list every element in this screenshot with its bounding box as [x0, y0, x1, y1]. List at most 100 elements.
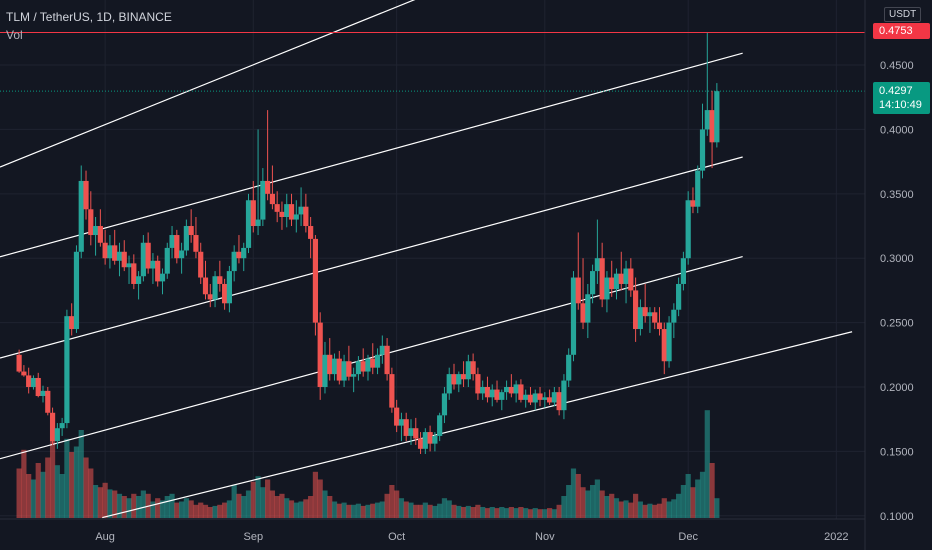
- candle-body: [231, 251, 237, 272]
- volume-bar: [140, 490, 146, 518]
- candle-body: [308, 226, 314, 239]
- candle: [417, 432, 424, 454]
- volume-bar: [661, 498, 667, 518]
- volume-bar: [226, 500, 232, 518]
- candle-body: [217, 276, 223, 284]
- candle: [150, 253, 156, 284]
- x-tick-label: Oct: [388, 531, 405, 543]
- candle-body: [336, 358, 342, 381]
- candle-body: [188, 226, 194, 236]
- volume-bar: [604, 496, 610, 518]
- candle: [537, 386, 543, 407]
- candle: [594, 219, 600, 284]
- candle: [64, 309, 70, 429]
- symbol-title[interactable]: TLM / TetherUS, 1D, BINANCE: [6, 10, 172, 24]
- candle-body: [570, 277, 577, 355]
- volume-bar: [589, 485, 596, 518]
- volume-bar: [446, 500, 452, 518]
- candle-body: [226, 271, 232, 304]
- candle-body: [556, 392, 562, 411]
- volume-bar: [456, 505, 462, 518]
- candle: [217, 260, 223, 292]
- candle: [135, 271, 142, 300]
- volume-indicator-label[interactable]: Vol: [6, 28, 23, 42]
- candle: [637, 299, 643, 336]
- channel-lines-layer: [0, 0, 865, 519]
- candle: [207, 283, 213, 308]
- volume-bar: [642, 504, 648, 518]
- channel-line: [0, 255, 743, 460]
- volume-bar: [518, 507, 524, 518]
- candle-body: [604, 277, 610, 300]
- volume-bar: [384, 493, 390, 518]
- volume-bar: [30, 479, 37, 518]
- candle-body: [489, 389, 495, 398]
- volume-bar: [499, 507, 505, 518]
- volume-bar: [437, 503, 443, 518]
- currency-badge[interactable]: USDT: [884, 7, 922, 22]
- candle-body: [116, 251, 123, 261]
- volume-bar: [575, 474, 581, 518]
- x-tick-label: Dec: [678, 531, 698, 543]
- candle: [92, 217, 99, 256]
- volume-bar: [365, 504, 371, 518]
- candle-body: [126, 263, 132, 268]
- volume-bar: [351, 504, 357, 518]
- volume-bar: [513, 508, 519, 518]
- candle-body: [661, 329, 667, 362]
- volume-bar: [49, 441, 56, 518]
- candle-body: [437, 415, 443, 436]
- candle: [422, 428, 428, 454]
- candle: [236, 235, 242, 264]
- candle-body: [45, 390, 51, 413]
- candle-body: [394, 407, 400, 426]
- candle-body: [40, 390, 46, 397]
- volume-bar: [389, 485, 395, 518]
- candle: [131, 254, 137, 290]
- candle: [566, 348, 572, 387]
- y-tick-label: 0.4500: [880, 60, 914, 72]
- candle-body: [346, 361, 352, 377]
- candle-body: [198, 251, 204, 278]
- candle-body: [64, 316, 70, 424]
- candle-body: [250, 200, 256, 227]
- candle-body: [613, 273, 620, 290]
- volume-bar: [566, 485, 572, 518]
- volume-bar: [656, 503, 663, 518]
- candle-body: [159, 273, 166, 282]
- candle: [54, 423, 60, 449]
- candle: [121, 240, 127, 272]
- candle-body: [384, 345, 390, 375]
- volume-bar: [198, 502, 204, 518]
- candle: [322, 341, 328, 394]
- candle: [580, 258, 586, 330]
- candle-body: [245, 200, 252, 248]
- candle: [671, 303, 677, 339]
- candle: [384, 338, 390, 381]
- candle: [336, 350, 342, 385]
- volume-bar: [269, 490, 276, 518]
- candle-body: [609, 277, 615, 290]
- volume-bar: [298, 501, 304, 518]
- volume-bar: [379, 501, 385, 518]
- candle: [274, 191, 280, 223]
- y-tick-label: 0.2500: [880, 318, 914, 330]
- candle-body: [236, 251, 242, 259]
- candle: [370, 343, 376, 375]
- candle-body: [49, 412, 56, 442]
- x-tick-label: Nov: [535, 531, 555, 543]
- volume-bar: [322, 490, 328, 518]
- candle: [308, 217, 314, 259]
- candle-body: [360, 361, 366, 372]
- volume-bar: [255, 476, 261, 518]
- candle-body: [523, 394, 529, 400]
- candle: [642, 283, 648, 323]
- candle-body: [566, 354, 572, 381]
- volume-bar: [116, 493, 123, 518]
- volume-bar: [475, 504, 481, 518]
- volume-bar: [618, 501, 624, 518]
- volume-bar: [647, 503, 653, 518]
- candle-body: [508, 386, 514, 394]
